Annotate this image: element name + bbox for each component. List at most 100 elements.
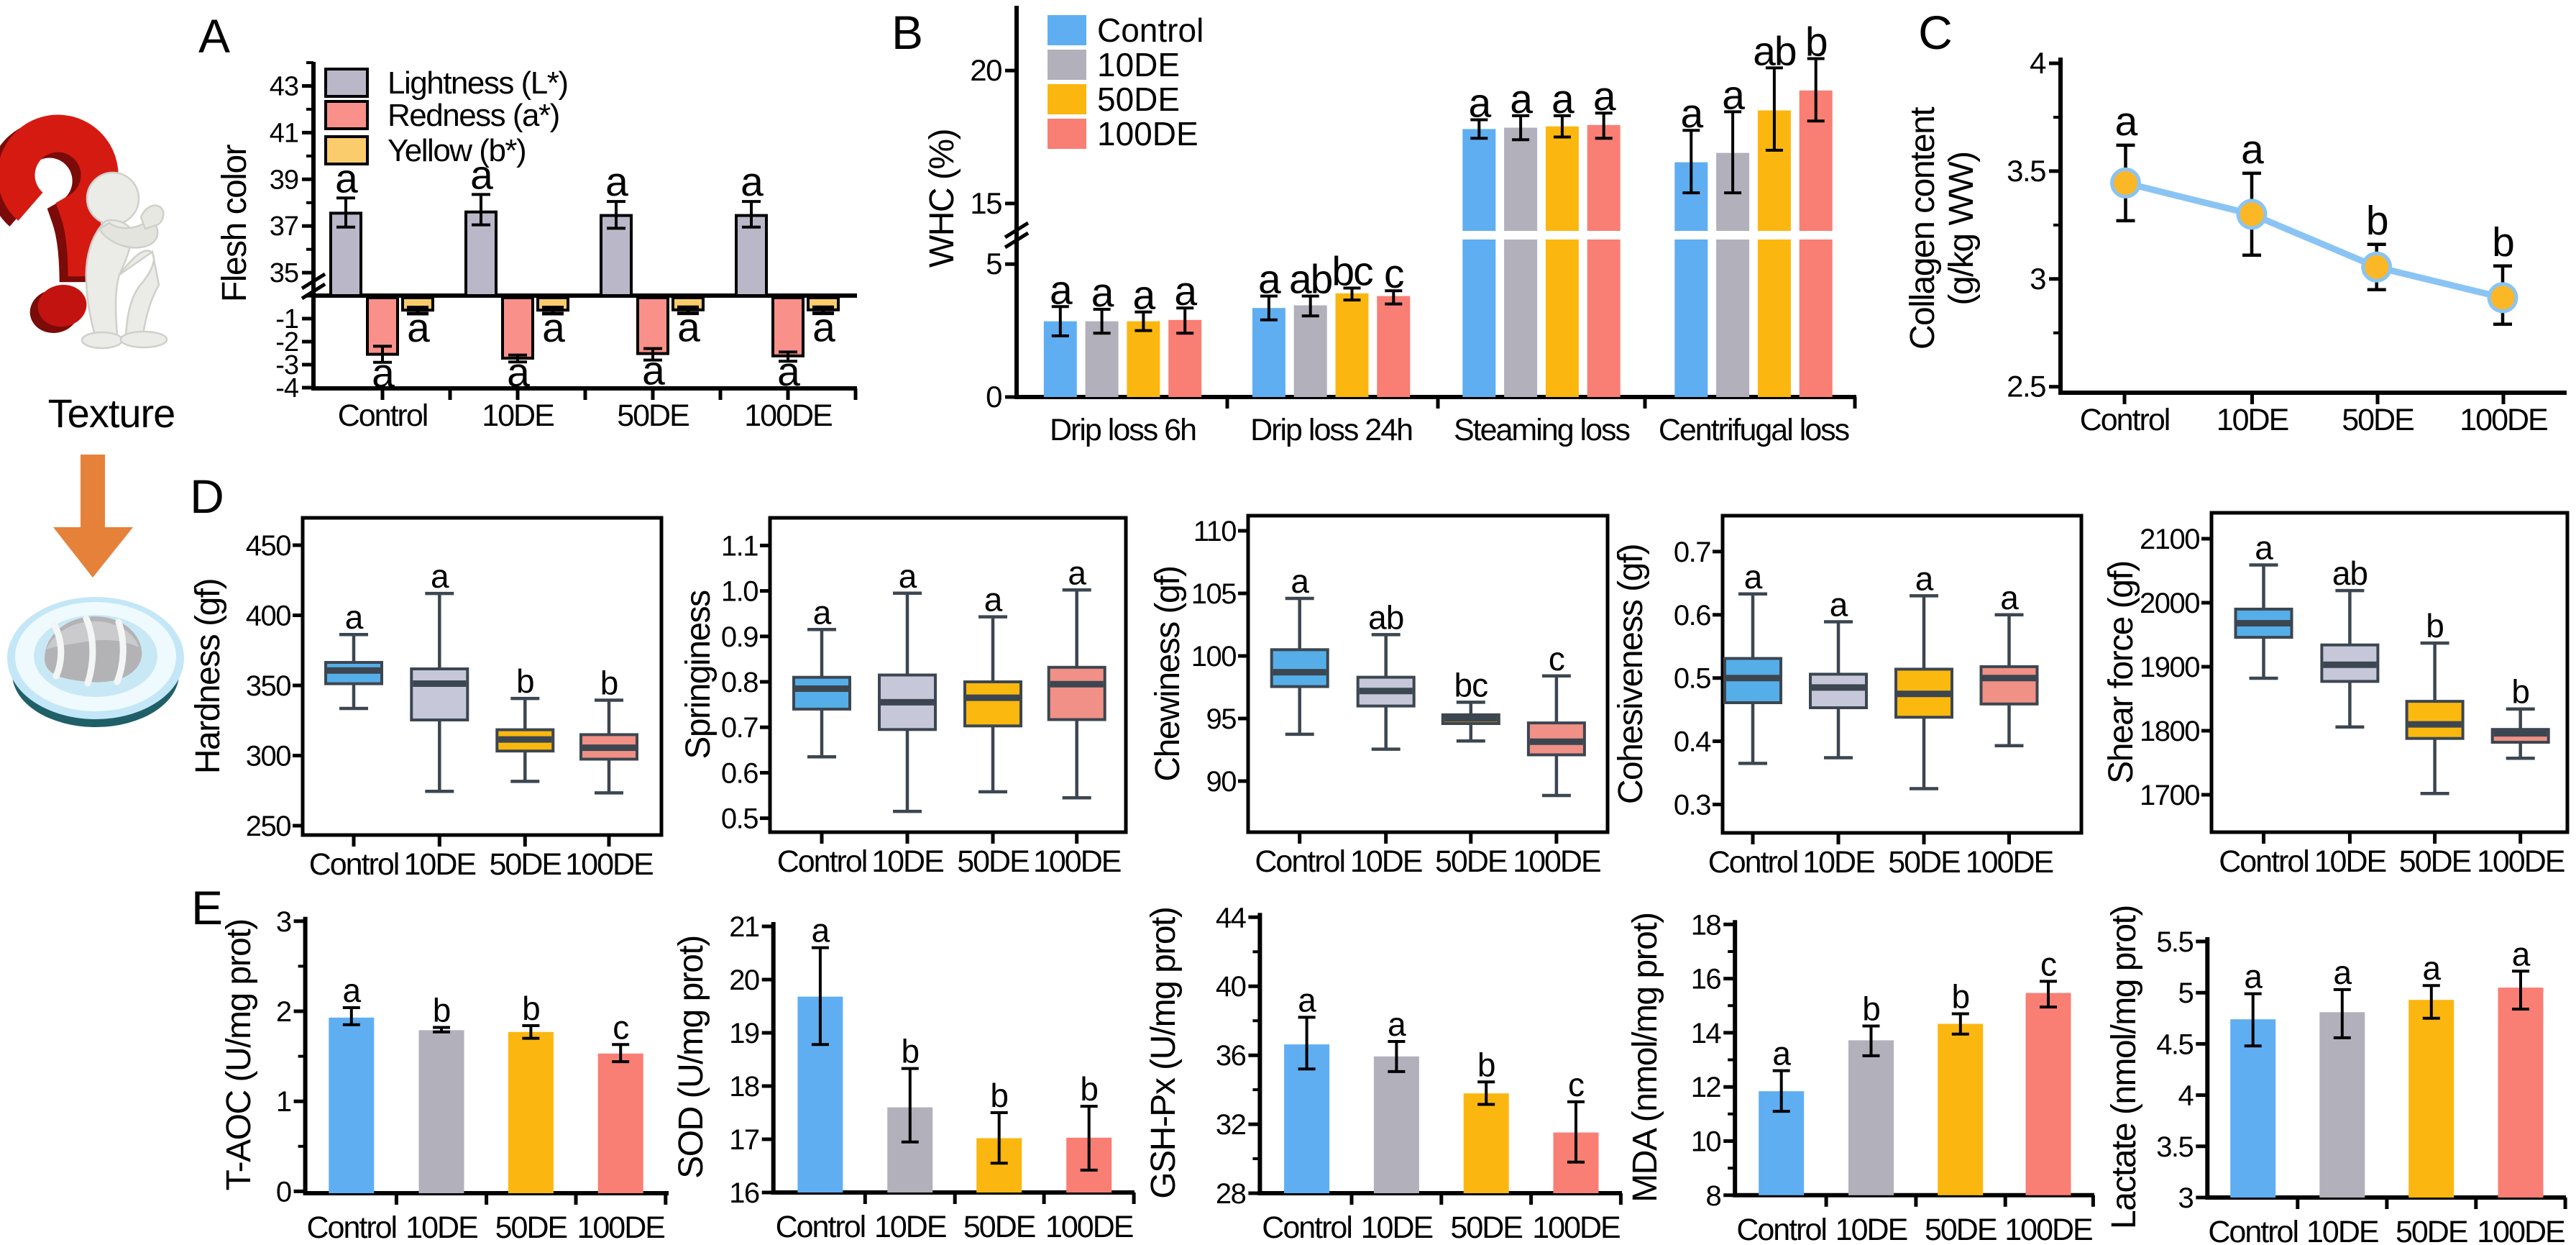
svg-text:50DE: 50DE (2342, 403, 2414, 437)
svg-text:20: 20 (970, 53, 1001, 87)
svg-text:100DE: 100DE (2477, 1215, 2564, 1245)
svg-text:Springiness: Springiness (679, 590, 718, 760)
svg-text:4: 4 (2030, 46, 2046, 80)
svg-text:b: b (433, 992, 451, 1029)
svg-text:-2: -2 (275, 327, 298, 357)
svg-text:B: B (891, 6, 923, 59)
svg-text:Lactate (nmol/mg prot): Lactate (nmol/mg prot) (2105, 906, 2143, 1229)
svg-text:Control: Control (1736, 1213, 1826, 1245)
svg-text:400: 400 (246, 601, 290, 632)
svg-text:a: a (470, 152, 493, 198)
svg-text:a: a (343, 972, 362, 1009)
svg-text:3: 3 (2030, 262, 2045, 296)
svg-text:a: a (605, 159, 628, 205)
svg-text:100DE: 100DE (744, 398, 832, 433)
svg-text:5.5: 5.5 (2156, 926, 2193, 958)
svg-text:18: 18 (729, 1071, 759, 1103)
svg-text:250: 250 (246, 811, 290, 842)
svg-text:100DE: 100DE (1532, 1210, 1620, 1245)
svg-text:a: a (2255, 529, 2273, 566)
svg-text:a: a (1388, 1005, 1406, 1043)
svg-text:10DE: 10DE (405, 1210, 477, 1245)
svg-text:10: 10 (1691, 1126, 1721, 1158)
svg-text:MDA (nmol/mg prot): MDA (nmol/mg prot) (1626, 913, 1664, 1202)
svg-text:Control: Control (306, 1210, 396, 1245)
svg-text:Hardness (gf): Hardness (gf) (189, 579, 227, 774)
svg-text:35: 35 (270, 258, 298, 288)
svg-text:1.1: 1.1 (721, 530, 758, 562)
svg-text:50DE: 50DE (1888, 845, 1960, 880)
svg-text:100DE: 100DE (1033, 844, 1121, 879)
svg-text:a: a (1680, 91, 1703, 137)
svg-text:a: a (1174, 268, 1197, 314)
svg-text:5: 5 (986, 247, 1001, 281)
svg-text:50DE: 50DE (495, 1210, 567, 1245)
svg-text:44: 44 (1216, 902, 1247, 934)
svg-text:a: a (1722, 72, 1745, 118)
svg-text:50DE: 50DE (963, 1210, 1035, 1244)
svg-text:a: a (2115, 99, 2138, 145)
svg-text:0.3: 0.3 (1674, 790, 1710, 821)
svg-text:a: a (1551, 76, 1575, 122)
svg-text:10DE: 10DE (2314, 844, 2386, 879)
svg-text:50DE: 50DE (2396, 1215, 2467, 1245)
svg-text:a: a (1291, 562, 1309, 600)
svg-text:Redness (a*): Redness (a*) (388, 98, 559, 133)
svg-text:37: 37 (270, 211, 298, 242)
svg-text:ab: ab (1289, 257, 1332, 303)
svg-text:50DE: 50DE (1925, 1213, 1997, 1245)
svg-text:50DE: 50DE (490, 847, 562, 882)
svg-text:3: 3 (2178, 1182, 2194, 1214)
svg-text:20: 20 (729, 964, 759, 996)
svg-text:Drip loss 6h: Drip loss 6h (1050, 413, 1196, 447)
svg-text:Control: Control (309, 847, 399, 882)
svg-text:b: b (1951, 978, 1969, 1016)
svg-text:a: a (677, 305, 700, 351)
svg-text:43: 43 (270, 72, 298, 102)
svg-text:a: a (1830, 585, 1848, 623)
svg-text:-4: -4 (275, 373, 299, 403)
svg-text:b: b (1805, 19, 1827, 65)
svg-text:2000: 2000 (2140, 588, 2199, 619)
svg-text:5: 5 (2178, 977, 2194, 1009)
svg-text:a: a (2422, 949, 2441, 987)
svg-text:a: a (345, 598, 364, 636)
svg-text:50DE: 50DE (617, 398, 689, 433)
svg-text:b: b (2426, 607, 2444, 644)
svg-text:Collagen content: Collagen content (1904, 107, 1942, 350)
svg-text:Control: Control (1097, 12, 1204, 49)
svg-text:1.0: 1.0 (721, 576, 758, 608)
svg-text:b: b (990, 1077, 1008, 1114)
svg-text:a: a (1772, 1035, 1791, 1072)
svg-text:Chewiness (gf): Chewiness (gf) (1149, 566, 1187, 781)
svg-text:a: a (812, 912, 830, 949)
svg-text:-1: -1 (275, 304, 298, 334)
svg-text:32: 32 (1216, 1109, 1246, 1141)
svg-text:16: 16 (729, 1177, 759, 1209)
svg-text:a: a (542, 305, 565, 351)
svg-text:12: 12 (1691, 1072, 1721, 1103)
svg-text:0.5: 0.5 (721, 803, 758, 835)
svg-text:a: a (407, 305, 430, 351)
svg-text:2100: 2100 (2140, 524, 2199, 555)
svg-text:15: 15 (970, 186, 1001, 220)
svg-text:a: a (1593, 73, 1616, 119)
svg-text:10DE: 10DE (2306, 1215, 2378, 1245)
svg-text:GSH-Px (U/mg prot): GSH-Px (U/mg prot) (1145, 908, 1183, 1199)
svg-text:b: b (2366, 198, 2388, 244)
svg-text:1700: 1700 (2140, 780, 2199, 811)
svg-text:T-AOC (U/mg prot): T-AOC (U/mg prot) (220, 919, 258, 1190)
svg-text:10DE: 10DE (1802, 845, 1874, 880)
svg-text:110: 110 (1193, 516, 1237, 547)
svg-text:10DE: 10DE (404, 847, 476, 882)
svg-text:3: 3 (276, 906, 291, 938)
svg-text:8: 8 (1705, 1180, 1720, 1212)
svg-text:a: a (1091, 270, 1114, 316)
svg-text:50DE: 50DE (2399, 844, 2471, 879)
svg-text:a: a (1050, 267, 1073, 313)
svg-text:50DE: 50DE (1097, 81, 1180, 118)
svg-text:a: a (984, 581, 1003, 619)
svg-text:100DE: 100DE (2460, 403, 2547, 437)
svg-text:a: a (1510, 76, 1533, 122)
svg-text:Control: Control (777, 844, 867, 879)
